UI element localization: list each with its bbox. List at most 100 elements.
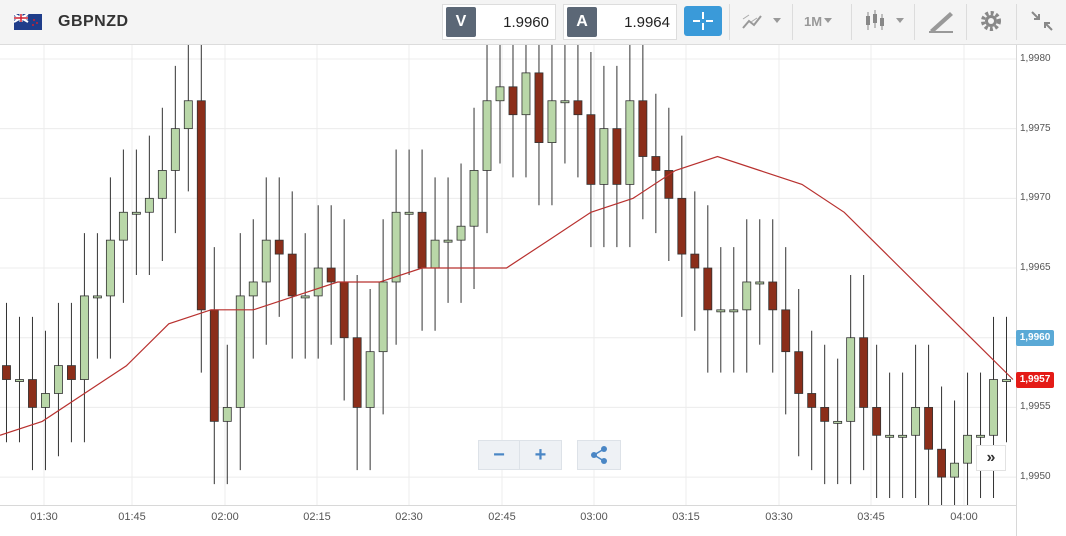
bullish-candle <box>950 462 959 478</box>
x-tick-label: 04:00 <box>950 511 978 523</box>
candlestick-icon <box>866 10 904 30</box>
instrument-symbol: GBPNZD <box>58 13 129 30</box>
zoom-out-button[interactable]: − <box>478 440 520 470</box>
x-tick-label: 01:45 <box>118 511 146 523</box>
x-tick-label: 03:00 <box>580 511 608 523</box>
bearish-candle <box>287 253 297 297</box>
bullish-candle <box>755 281 765 285</box>
y-tick-label: 1,9970 <box>1020 192 1051 204</box>
bearish-candle <box>209 309 219 422</box>
share-button[interactable] <box>577 440 621 470</box>
bullish-candle <box>404 211 414 215</box>
toolbar-divider <box>1016 4 1017 40</box>
bullish-candle <box>599 128 609 185</box>
bullish-candle <box>391 211 401 283</box>
scroll-to-latest-button[interactable]: » <box>976 445 1006 471</box>
bearish-candle <box>651 156 661 171</box>
settings-button[interactable] <box>976 6 1006 36</box>
bullish-candle <box>79 295 89 380</box>
collapse-button[interactable] <box>1028 6 1056 36</box>
bullish-candle <box>833 420 843 424</box>
bullish-candle <box>742 281 752 311</box>
x-tick-label: 02:30 <box>395 511 423 523</box>
crosshair-button[interactable] <box>684 6 722 36</box>
x-tick-label: 01:30 <box>30 511 58 523</box>
bullish-candle <box>560 100 570 104</box>
chart-type-button[interactable] <box>862 6 908 36</box>
drawing-tools-button[interactable] <box>926 6 956 36</box>
bullish-candle <box>157 170 167 199</box>
bullish-candle <box>456 225 466 241</box>
x-tick-label: 02:00 <box>211 511 239 523</box>
bullish-candle <box>105 239 115 297</box>
x-tick-label: 03:30 <box>765 511 793 523</box>
bearish-candle <box>703 267 713 311</box>
bullish-candle <box>365 351 375 408</box>
sell-price: 1.9960 <box>503 13 549 31</box>
zoom-controls: − + <box>478 440 562 470</box>
bearish-candle <box>196 100 206 311</box>
toolbar-divider <box>851 4 852 40</box>
bearish-candle <box>417 211 427 269</box>
bearish-candle <box>872 407 882 436</box>
timeframe-label: 1M <box>804 13 823 29</box>
bullish-candle <box>729 309 739 313</box>
bearish-candle <box>326 267 336 283</box>
chevron-down-icon <box>824 18 833 23</box>
y-tick-label: 1,9980 <box>1020 52 1051 64</box>
chart-toolbar: GBPNZD V 1.9960 A 1.9964 1M <box>0 0 1066 45</box>
bearish-candle <box>274 239 284 255</box>
bearish-candle <box>768 281 778 311</box>
instrument-selector[interactable]: GBPNZD <box>14 10 129 34</box>
buy-price: 1.9964 <box>624 13 670 31</box>
bearish-candle <box>339 281 349 339</box>
x-tick-label: 02:45 <box>488 511 516 523</box>
moving-average-line <box>0 155 1014 436</box>
bullish-candle <box>625 100 635 185</box>
bullish-candle <box>989 379 998 436</box>
bearish-candle <box>794 351 804 394</box>
gb-nz-flag-icon <box>14 14 42 30</box>
bullish-candle <box>898 434 908 438</box>
y-tick-label: 1,9955 <box>1020 401 1051 413</box>
toolbar-divider <box>729 4 730 40</box>
toolbar-divider <box>914 4 915 40</box>
bullish-candle <box>248 281 258 297</box>
bullish-candle <box>54 365 63 394</box>
bearish-candle <box>690 253 700 269</box>
bullish-candle <box>846 337 856 422</box>
price-chart[interactable] <box>0 45 1016 505</box>
bearish-candle <box>352 337 362 408</box>
bullish-candle <box>15 379 24 382</box>
bearish-candle <box>937 448 946 478</box>
x-tick-label: 03:45 <box>857 511 885 523</box>
bearish-candle <box>28 379 37 408</box>
bullish-candle <box>261 239 271 283</box>
bullish-candle <box>313 267 323 297</box>
bearish-candle <box>781 309 791 353</box>
collapse-arrows-icon <box>1031 11 1053 31</box>
bullish-candle <box>482 100 492 171</box>
bearish-candle <box>67 365 76 380</box>
bullish-candle <box>144 197 154 213</box>
bearish-candle <box>807 393 817 408</box>
toolbar-divider <box>792 4 793 40</box>
timeframe-button[interactable]: 1M <box>804 6 846 36</box>
bullish-candle <box>430 239 440 269</box>
zoom-in-button[interactable]: + <box>520 440 562 470</box>
sell-label: V <box>446 7 476 37</box>
bearish-candle <box>638 100 648 157</box>
y-tick-label: 1,9950 <box>1020 471 1051 483</box>
bearish-candle <box>677 197 687 255</box>
bullish-candle <box>885 434 895 438</box>
sell-price-button[interactable]: V 1.9960 <box>442 4 556 40</box>
bearish-candle <box>534 72 544 143</box>
bullish-candle <box>911 407 921 436</box>
bullish-candle <box>963 434 972 464</box>
bullish-candle <box>131 211 141 215</box>
buy-price-button[interactable]: A 1.9964 <box>563 4 677 40</box>
gear-icon <box>981 11 1001 31</box>
indicators-button[interactable] <box>740 6 786 36</box>
bearish-candle <box>508 86 518 116</box>
bullish-candle <box>92 295 102 299</box>
